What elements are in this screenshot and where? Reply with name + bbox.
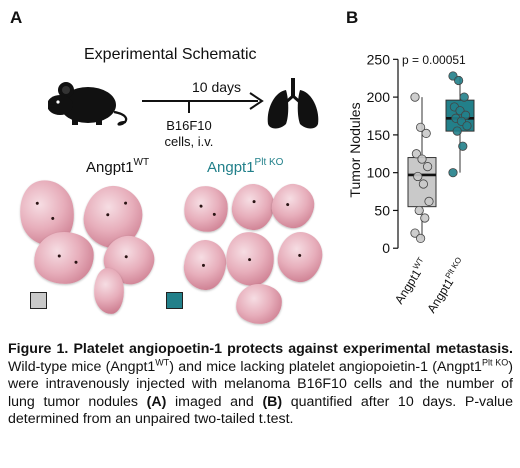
cells-label: B16F10 cells, i.v. xyxy=(150,118,228,150)
wt-color-swatch xyxy=(30,292,47,309)
p-value-label: p = 0.00051 xyxy=(402,53,466,67)
caption-figure-label: Figure 1. xyxy=(8,341,69,357)
x-tick-label-sup: Plt KO xyxy=(444,256,464,280)
data-point xyxy=(410,92,420,102)
y-tick-label: 0 xyxy=(382,240,390,256)
caption-text-2: ) and mice lacking platelet angiopoietin… xyxy=(169,358,482,375)
lung-lobe-ko-3 xyxy=(268,180,318,232)
cells-line-2: cells, i.v. xyxy=(164,134,214,149)
y-tick-label: 50 xyxy=(374,202,390,218)
lung-lobe-ko-7 xyxy=(234,282,284,326)
data-point xyxy=(416,122,426,132)
tumor-nodules-chart: 0 50 100 150 200 250 Tumor Nodules p = 0.00051 A… xyxy=(347,51,475,316)
cells-line-1: B16F10 xyxy=(166,118,212,133)
data-point xyxy=(462,121,472,131)
caption-sup-wt: WT xyxy=(155,356,170,367)
caption-text-5: quantified after 10 days. P-value determ… xyxy=(8,393,513,428)
caption-text-3: ) were intravenously injected with melan… xyxy=(8,358,513,410)
data-point xyxy=(454,75,464,86)
data-point xyxy=(448,168,458,178)
x-tick-label-sup: WT xyxy=(411,256,425,271)
data-point xyxy=(416,233,426,243)
figure-caption: Figure 1. Platelet angiopoetin-1 protect… xyxy=(8,341,513,429)
group-label-ko-sup: Plt KO xyxy=(254,157,284,168)
data-point xyxy=(458,141,468,151)
y-tick-label: 150 xyxy=(367,127,391,143)
lung-lobe-ko-6 xyxy=(274,229,326,285)
x-tick-label: Angpt1Plt KO xyxy=(423,256,468,316)
y-tick-label: 250 xyxy=(367,51,391,67)
y-tick-label: 200 xyxy=(367,89,391,105)
data-point xyxy=(420,213,430,223)
panel-a-label: A xyxy=(10,8,23,27)
duration-label: 10 days xyxy=(192,79,242,95)
lung-lobe-ko-4 xyxy=(182,238,228,292)
group-label-wt-base: Angpt1 xyxy=(86,159,134,176)
timeline-arrow xyxy=(142,92,264,113)
data-point xyxy=(418,179,429,189)
data-point xyxy=(424,196,434,206)
data-point xyxy=(459,92,469,102)
caption-title-line1: Platelet angiopoetin-1 protects against … xyxy=(73,341,431,357)
group-label-wt: Angpt1WT xyxy=(86,157,150,176)
y-axis-label: Tumor Nodules xyxy=(347,102,363,197)
caption-text-1: Wild-type mice (Angpt1 xyxy=(8,358,156,375)
caption-ref-a: (A) xyxy=(146,393,167,410)
ko-color-swatch xyxy=(166,292,183,309)
x-tick-label: Angpt1WT xyxy=(391,256,431,307)
y-tick-label: 100 xyxy=(367,165,391,181)
data-point xyxy=(410,228,420,238)
data-point xyxy=(414,205,424,216)
panel-b-label: B xyxy=(346,8,359,27)
data-point xyxy=(423,162,433,172)
caption-title-line2: metastasis. xyxy=(435,341,513,357)
caption-ref-b: (B) xyxy=(262,393,283,410)
x-tick-label-base: Angpt1 xyxy=(392,266,424,306)
group-label-ko-base: Angpt1 xyxy=(207,159,255,176)
lung-lobe-ko-5 xyxy=(221,228,279,290)
lung-lobe-ko-1 xyxy=(181,183,231,235)
data-point xyxy=(421,128,431,138)
lung-lobe-ko-2 xyxy=(229,181,277,233)
mouse-icon xyxy=(48,82,128,126)
data-point xyxy=(413,171,423,182)
x-tick-label-base: Angpt1 xyxy=(424,276,456,316)
group-label-wt-sup: WT xyxy=(133,157,150,168)
data-point xyxy=(452,126,462,136)
data-point xyxy=(417,154,427,164)
group-label-ko: Angpt1Plt KO xyxy=(207,157,284,176)
lungs-icon xyxy=(267,78,319,129)
caption-text-4: imaged and xyxy=(174,393,254,410)
caption-sup-ko: Plt KO xyxy=(481,356,509,367)
data-point xyxy=(411,149,422,159)
schematic-title: Experimental Schematic xyxy=(84,46,257,63)
